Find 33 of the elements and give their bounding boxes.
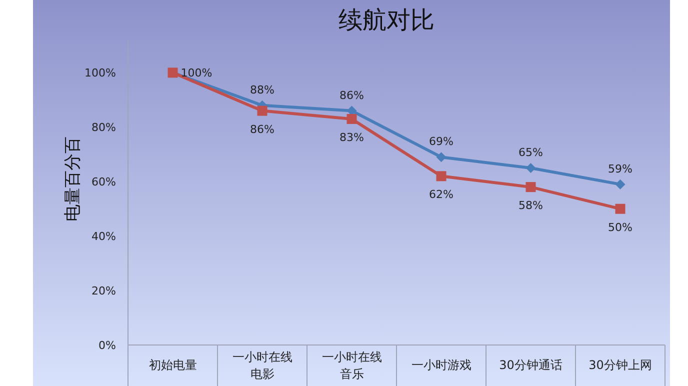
x-tick-label: 一小时游戏 bbox=[411, 358, 472, 372]
data-label: 88% bbox=[250, 83, 274, 96]
point bbox=[526, 162, 536, 173]
data-label: 58% bbox=[518, 199, 543, 212]
point bbox=[346, 114, 357, 124]
data-label: 86% bbox=[250, 122, 274, 136]
chart-title: 续航对比 bbox=[338, 6, 434, 34]
data-label: 100% bbox=[180, 66, 212, 80]
y-tick-label: 0% bbox=[98, 339, 116, 352]
point bbox=[436, 171, 446, 182]
y-tick-label: 60% bbox=[92, 176, 116, 189]
data-label: 62% bbox=[429, 188, 454, 202]
y-tick-label: 40% bbox=[92, 230, 116, 244]
data-label: 59% bbox=[608, 162, 632, 176]
x-tick-label: 初始电量 bbox=[148, 358, 197, 372]
point bbox=[615, 179, 626, 190]
y-tick-label: 100% bbox=[84, 66, 116, 80]
x-tick-label: 一小时在线电影 bbox=[232, 350, 292, 381]
data-label: 83% bbox=[340, 130, 364, 144]
point bbox=[436, 152, 446, 162]
x-tick-label: 30分钟通话 bbox=[499, 358, 562, 372]
data-label: 69% bbox=[429, 135, 454, 148]
data-label: 65% bbox=[518, 146, 543, 159]
y-tick-label: 80% bbox=[92, 121, 116, 134]
point bbox=[526, 182, 536, 192]
data-label: 50% bbox=[608, 220, 632, 234]
y-axis-title: 电量百分百 bbox=[63, 136, 83, 222]
point bbox=[615, 204, 626, 214]
x-tick-label: 一小时在线音乐 bbox=[322, 350, 382, 381]
data-label: 86% bbox=[340, 88, 364, 102]
y-tick-label: 20% bbox=[92, 284, 116, 298]
point bbox=[257, 106, 268, 116]
x-tick-label: 30分钟上网 bbox=[588, 358, 652, 372]
